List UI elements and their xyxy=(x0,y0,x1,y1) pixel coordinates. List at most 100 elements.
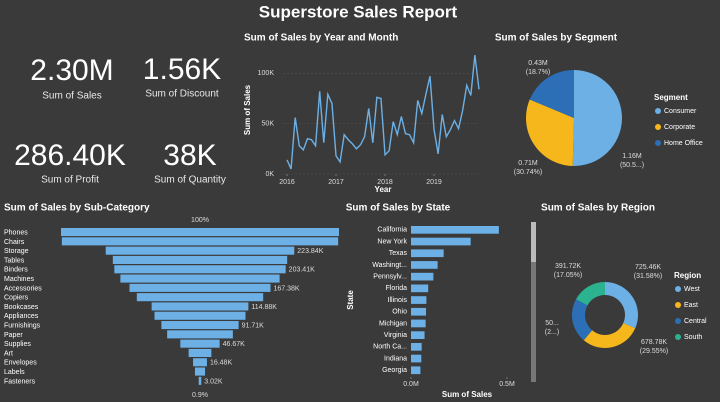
kpi-label: Sum of Sales xyxy=(42,91,101,102)
slice xyxy=(526,99,574,166)
data-label: 1.16M xyxy=(622,153,642,160)
category-label: Florida xyxy=(386,285,408,292)
kpi-value: 2.30M xyxy=(30,54,113,87)
funnel-bar xyxy=(167,330,233,339)
bar xyxy=(411,354,422,363)
category-label: Fasteners xyxy=(4,378,36,385)
slice xyxy=(529,70,574,118)
category-label: Washingt... xyxy=(372,262,407,269)
funnel-bar xyxy=(194,367,206,376)
legend-label: Home Office xyxy=(664,140,703,147)
data-label: 167.38K xyxy=(274,285,300,292)
legend-title: Segment xyxy=(654,93,688,102)
category-label: Pennsylv... xyxy=(373,273,407,280)
x-tick-label: 2019 xyxy=(426,179,442,186)
funnel-bar xyxy=(193,358,207,367)
legend-swatch xyxy=(675,334,681,340)
x-axis-title: Year xyxy=(375,185,392,194)
x-axis-title: Sum of Sales xyxy=(442,390,493,399)
slice xyxy=(583,323,636,348)
bar xyxy=(411,261,438,269)
data-label: 16.48K xyxy=(210,360,233,367)
funnel-bar xyxy=(161,321,239,330)
legend-label: West xyxy=(684,286,700,293)
data-label: 3.02K xyxy=(204,378,223,385)
bar xyxy=(411,343,422,351)
bar xyxy=(411,366,421,375)
scrollbar[interactable] xyxy=(531,222,536,382)
kpi-value: 38K xyxy=(163,139,216,172)
category-label: Virginia xyxy=(384,332,407,339)
bar xyxy=(411,237,471,246)
category-label: Illinois xyxy=(388,297,408,304)
category-label: Storage xyxy=(4,248,29,255)
y-axis-title: Sum of Sales xyxy=(243,84,252,135)
funnel-bar xyxy=(136,293,264,302)
bar xyxy=(411,307,427,316)
legend-swatch xyxy=(675,302,681,308)
legend-swatch xyxy=(675,286,681,292)
kpi-value: 1.56K xyxy=(143,53,221,86)
funnel-bar xyxy=(61,228,339,237)
funnel-bottom-label: 0.9% xyxy=(192,392,208,399)
bar xyxy=(411,226,499,234)
funnel-bar xyxy=(151,302,249,311)
y-axis-title: State xyxy=(346,290,355,310)
chart-title: Sum of Sales by State xyxy=(346,203,451,214)
kpi-label: Sum of Discount xyxy=(145,89,219,100)
x-tick-label: 2018 xyxy=(377,179,393,186)
data-label: 0.43M xyxy=(528,60,548,67)
category-label: Copiers xyxy=(4,295,29,302)
kpi-label: Sum of Quantity xyxy=(154,175,226,186)
category-label: Binders xyxy=(4,267,28,274)
legend-label: South xyxy=(684,334,702,341)
funnel-bar xyxy=(114,265,286,274)
category-label: Texas xyxy=(389,250,408,257)
y-tick-label: 0K xyxy=(265,171,274,178)
bar xyxy=(411,272,434,281)
category-label: Indiana xyxy=(384,355,407,362)
data-label: 50... xyxy=(545,320,559,327)
category-label: Tables xyxy=(4,257,25,264)
legend-swatch xyxy=(655,140,661,146)
category-label: Art xyxy=(4,350,13,357)
chart-title: Sum of Sales by Sub-Category xyxy=(4,203,150,214)
percent-label: (30.74%) xyxy=(514,169,542,176)
category-label: Phones xyxy=(4,229,28,236)
funnel-bar xyxy=(180,339,220,348)
category-label: Georgia xyxy=(382,367,407,374)
x-tick-label: 0.0M xyxy=(403,381,419,388)
percent-label: (50.5...) xyxy=(620,162,644,169)
funnel-bar xyxy=(112,255,288,264)
data-label: 46.67K xyxy=(223,341,246,348)
legend-swatch xyxy=(655,124,661,130)
data-label: 725.46K xyxy=(635,264,661,271)
chart-title: Sum of Sales by Region xyxy=(541,203,655,214)
funnel-bar xyxy=(105,246,295,255)
report-title: Superstore Sales Report xyxy=(259,2,458,21)
chart-title: Sum of Sales by Year and Month xyxy=(244,33,398,44)
y-tick-label: 100K xyxy=(258,70,275,77)
category-label: Paper xyxy=(4,332,23,339)
percent-label: (2...) xyxy=(545,329,559,336)
line xyxy=(286,54,480,170)
funnel-top-label: 100% xyxy=(191,217,209,224)
category-label: Chairs xyxy=(4,239,25,246)
data-label: 0.71M xyxy=(518,160,538,167)
funnel-bar xyxy=(188,348,212,357)
funnel-bar xyxy=(61,237,339,246)
scrollbar-thumb[interactable] xyxy=(531,222,536,262)
category-label: Labels xyxy=(4,369,25,376)
category-label: Furnishings xyxy=(4,322,41,329)
data-label: 223.84K xyxy=(297,248,323,255)
category-label: New York xyxy=(377,238,407,245)
legend-title: Region xyxy=(674,271,701,280)
slice xyxy=(576,282,605,306)
category-label: North Ca... xyxy=(373,344,407,351)
data-label: 391.72K xyxy=(555,263,581,270)
category-label: California xyxy=(377,227,407,234)
legend-label: Consumer xyxy=(664,108,697,115)
slice xyxy=(572,70,623,166)
percent-label: (18.7%) xyxy=(526,69,551,76)
bar xyxy=(411,319,426,328)
